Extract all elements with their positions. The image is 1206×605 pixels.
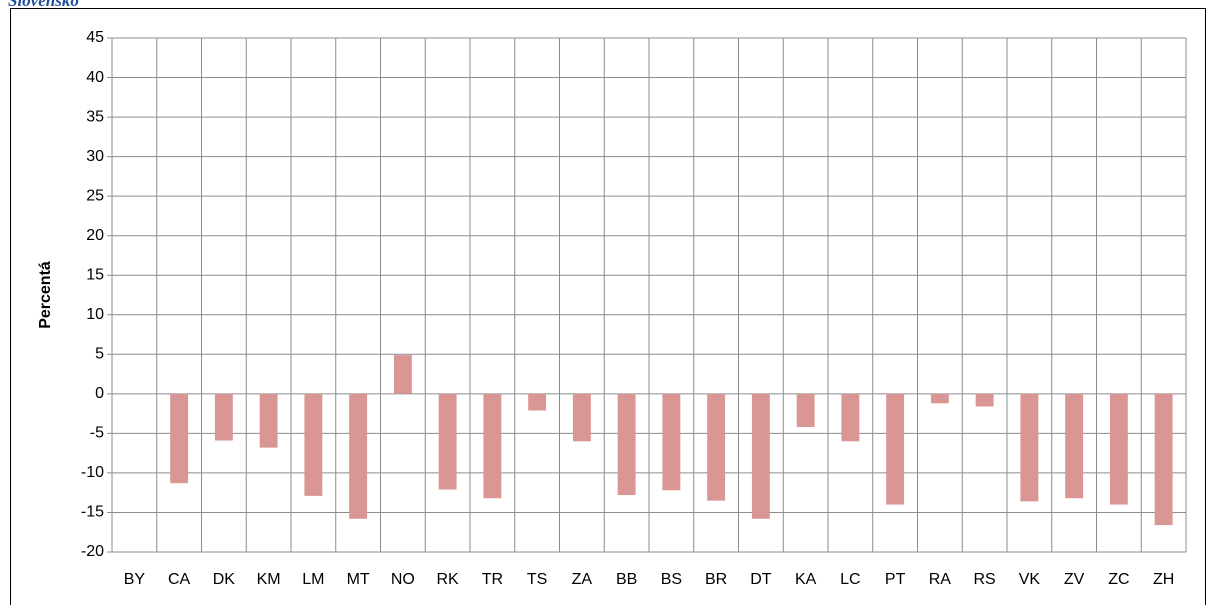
y-tick-label: 10	[86, 306, 104, 323]
chart-title: Slovensko	[8, 0, 79, 10]
x-tick-label: VK	[1019, 571, 1041, 588]
x-tick-label: LC	[840, 571, 860, 588]
y-tick-label: 30	[86, 148, 104, 165]
y-axis-label: Percentá	[37, 261, 54, 329]
bar	[617, 393, 636, 496]
bar	[1154, 393, 1173, 526]
bar	[170, 393, 189, 484]
x-tick-label: TR	[482, 571, 503, 588]
bar	[975, 393, 994, 407]
bar	[930, 393, 949, 404]
y-tick-label: 25	[86, 187, 104, 204]
x-tick-label: NO	[391, 571, 415, 588]
y-tick-label: 45	[86, 29, 104, 46]
y-tick-label: 5	[95, 346, 104, 363]
x-tick-label: BB	[616, 571, 637, 588]
bar	[1020, 393, 1039, 502]
bar	[572, 393, 591, 442]
x-tick-label: ZH	[1153, 571, 1174, 588]
y-tick-label: -10	[81, 464, 104, 481]
x-tick-label: ZA	[572, 571, 593, 588]
bar	[796, 393, 815, 428]
x-tick-label: LM	[302, 571, 324, 588]
bar	[438, 393, 457, 490]
y-tick-label: 35	[86, 108, 104, 125]
y-tick-label: -5	[90, 425, 104, 442]
x-tick-label: DK	[213, 571, 236, 588]
bar	[214, 393, 233, 441]
bar	[483, 393, 502, 499]
y-tick-label: 15	[86, 266, 104, 283]
bar	[1109, 393, 1128, 505]
bar	[662, 393, 681, 491]
x-tick-label: TS	[527, 571, 547, 588]
bar	[841, 393, 860, 442]
bar	[393, 355, 412, 394]
bar	[304, 393, 323, 496]
x-tick-label: ZC	[1108, 571, 1129, 588]
x-tick-label: KM	[257, 571, 281, 588]
bar	[349, 393, 368, 519]
y-tick-label: -15	[81, 504, 104, 521]
bar	[886, 393, 905, 505]
x-tick-label: RK	[437, 571, 460, 588]
x-tick-label: BY	[124, 571, 146, 588]
x-tick-label: BS	[661, 571, 682, 588]
x-tick-label: CA	[168, 571, 191, 588]
x-tick-label: PT	[885, 571, 906, 588]
x-tick-label: RA	[929, 571, 952, 588]
bar	[751, 393, 770, 519]
x-tick-label: KA	[795, 571, 817, 588]
x-tick-label: RS	[974, 571, 996, 588]
y-tick-label: 20	[86, 227, 104, 244]
y-tick-label: -20	[81, 543, 104, 560]
x-tick-label: DT	[750, 571, 772, 588]
bar	[259, 393, 278, 448]
y-tick-label: 0	[95, 385, 104, 402]
chart-frame	[10, 8, 1206, 605]
x-tick-label: ZV	[1064, 571, 1085, 588]
y-tick-label: 40	[86, 69, 104, 86]
x-tick-label: BR	[705, 571, 727, 588]
bar	[707, 393, 726, 501]
bar	[1065, 393, 1084, 499]
x-tick-label: MT	[347, 571, 370, 588]
bar	[528, 393, 547, 411]
